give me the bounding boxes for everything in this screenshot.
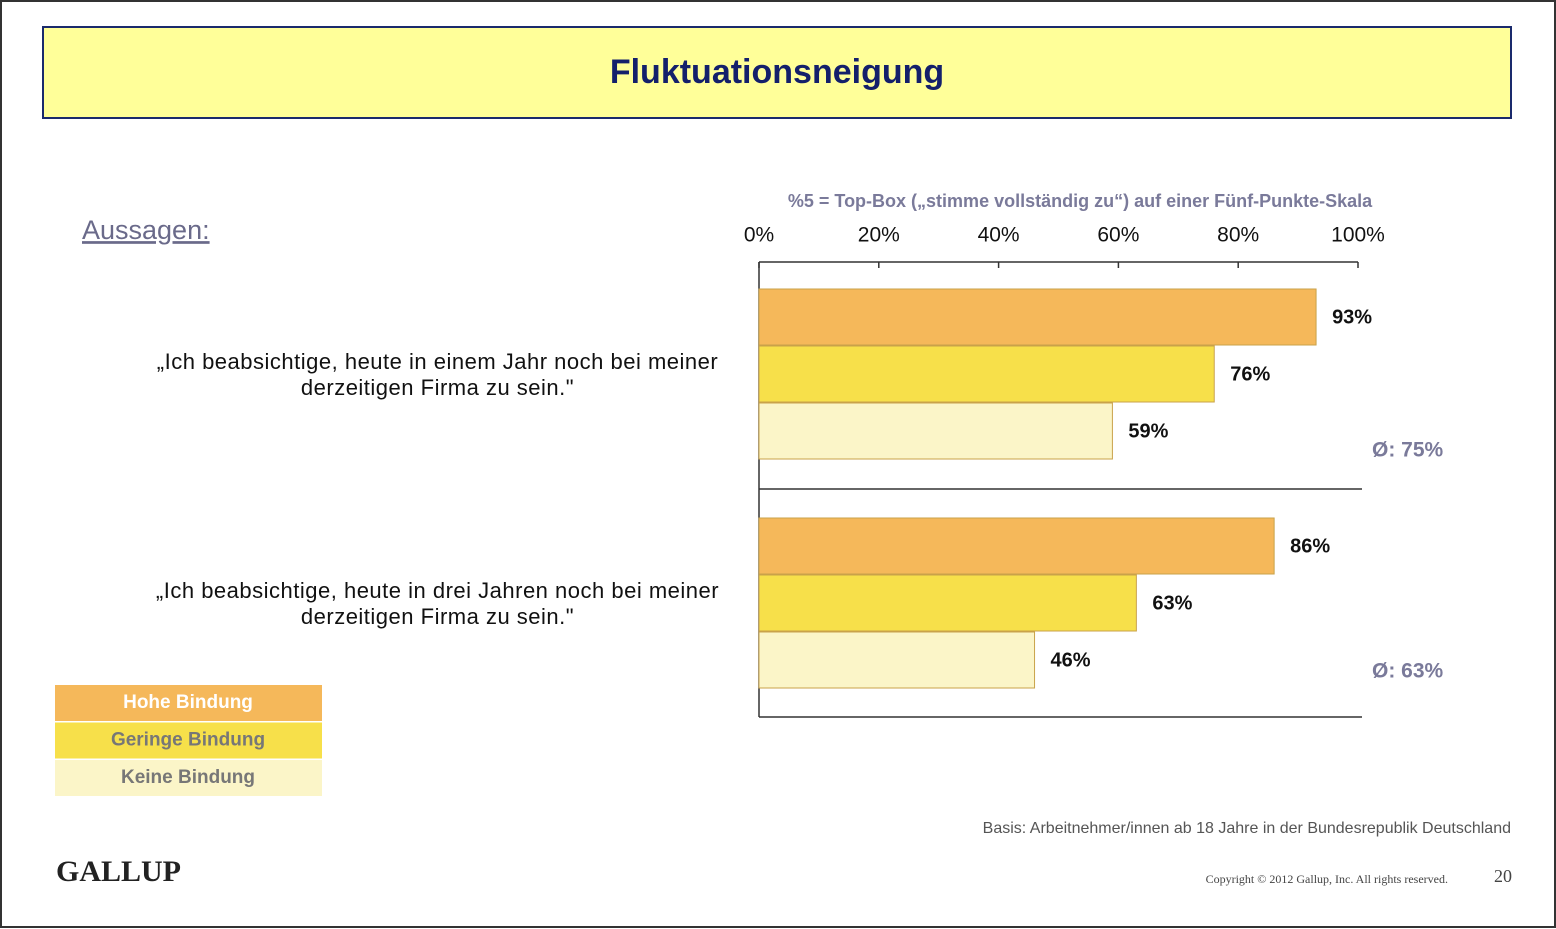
category-label: „Ich beabsichtige, heute in drei Jahren … <box>155 578 720 629</box>
legend-label: Hohe Bindung <box>123 692 253 713</box>
title-box <box>42 26 1512 119</box>
value-label: 59% <box>1128 420 1168 442</box>
legend-swatch <box>55 722 322 759</box>
legend-label: Keine Bindung <box>121 767 255 788</box>
x-tick-label: 80% <box>1217 224 1259 247</box>
x-tick-label: 20% <box>858 224 900 247</box>
x-tick-label: 40% <box>978 224 1020 247</box>
brand: GALLUP <box>56 855 181 888</box>
legend-swatch <box>55 685 322 721</box>
copyright: Copyright © 2012 Gallup, Inc. All rights… <box>1206 872 1448 886</box>
bar <box>758 345 1215 403</box>
value-label: 93% <box>1332 306 1372 328</box>
value-label: 63% <box>1152 592 1192 614</box>
bar <box>758 402 1113 460</box>
subtitle: %5 = Top-Box („stimme vollständig zu“) a… <box>788 191 1373 211</box>
legend-label: Geringe Bindung <box>111 730 265 751</box>
bar <box>758 517 1275 575</box>
footnote: Basis: Arbeitnehmer/innen ab 18 Jahre in… <box>983 820 1511 837</box>
average-annotation: Ø: 63% <box>1372 660 1444 683</box>
page-number: 20 <box>1494 866 1512 886</box>
value-label: 86% <box>1290 535 1330 557</box>
bar <box>758 631 1036 689</box>
x-tick-label: 60% <box>1097 224 1139 247</box>
average-annotation: Ø: 75% <box>1372 439 1444 462</box>
legend-swatch <box>55 760 322 796</box>
bar <box>758 288 1317 346</box>
axis-heading: Aussagen: <box>82 215 210 245</box>
bar <box>758 574 1137 632</box>
chart-title: Fluktuationsneigung <box>610 53 944 91</box>
x-tick-label: 100% <box>1331 224 1385 247</box>
category-label: „Ich beabsichtige, heute in einem Jahr n… <box>156 349 719 400</box>
x-tick-label: 0% <box>744 224 774 247</box>
value-label: 46% <box>1051 649 1091 671</box>
value-label: 76% <box>1230 363 1270 385</box>
